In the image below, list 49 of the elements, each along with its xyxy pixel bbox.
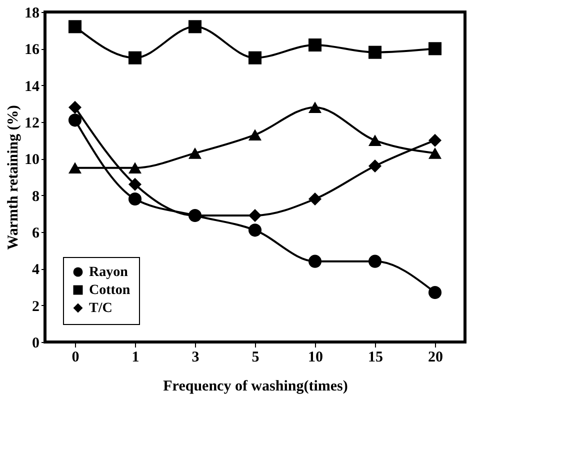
point <box>428 42 442 56</box>
x-tick-label: 1 <box>132 350 140 366</box>
point <box>128 178 142 191</box>
point <box>368 159 382 173</box>
point <box>248 51 262 64</box>
point <box>368 254 382 268</box>
point <box>68 20 82 34</box>
legend-label: Cotton <box>89 283 130 298</box>
point <box>248 129 262 140</box>
point <box>68 162 82 174</box>
point <box>308 102 322 113</box>
x-tick-label: 0 <box>72 350 80 366</box>
point <box>308 38 322 52</box>
point <box>368 134 382 146</box>
point <box>428 148 442 159</box>
legend-label: Rayon <box>89 265 128 280</box>
point <box>428 286 442 300</box>
point <box>188 208 202 222</box>
x-tick-label: 20 <box>428 350 443 366</box>
point <box>308 192 322 206</box>
y-axis-title: Warmth retaining (%) <box>6 105 22 250</box>
y-tick-label: 12 <box>24 116 40 132</box>
point <box>68 114 82 127</box>
point <box>68 100 82 114</box>
x-axis-title: Frequency of washing(times) <box>163 378 348 394</box>
x-tick-label: 15 <box>368 350 383 366</box>
point <box>128 192 142 206</box>
y-tick-label: 14 <box>24 78 40 95</box>
y-tick-label: 10 <box>24 152 40 168</box>
point <box>308 254 322 268</box>
y-tick-label: 2 <box>32 298 40 315</box>
x-tick-label: 5 <box>252 350 260 366</box>
point <box>188 148 202 159</box>
x-tick-label: 10 <box>308 350 323 366</box>
point <box>368 46 382 59</box>
x-tick-label: 3 <box>192 350 200 366</box>
point <box>248 208 262 222</box>
point <box>128 51 142 64</box>
point <box>428 134 442 147</box>
y-tick-label: 8 <box>32 188 40 205</box>
y-tick-label: 4 <box>32 262 40 278</box>
y-tick-label: 18 <box>24 6 40 22</box>
point <box>128 162 142 174</box>
y-tick-label: 6 <box>32 226 40 242</box>
y-tick-label: 16 <box>24 42 40 58</box>
y-tick-label: 0 <box>32 336 40 352</box>
point <box>248 224 262 237</box>
point <box>188 20 202 34</box>
legend-label: T/C <box>89 301 112 316</box>
